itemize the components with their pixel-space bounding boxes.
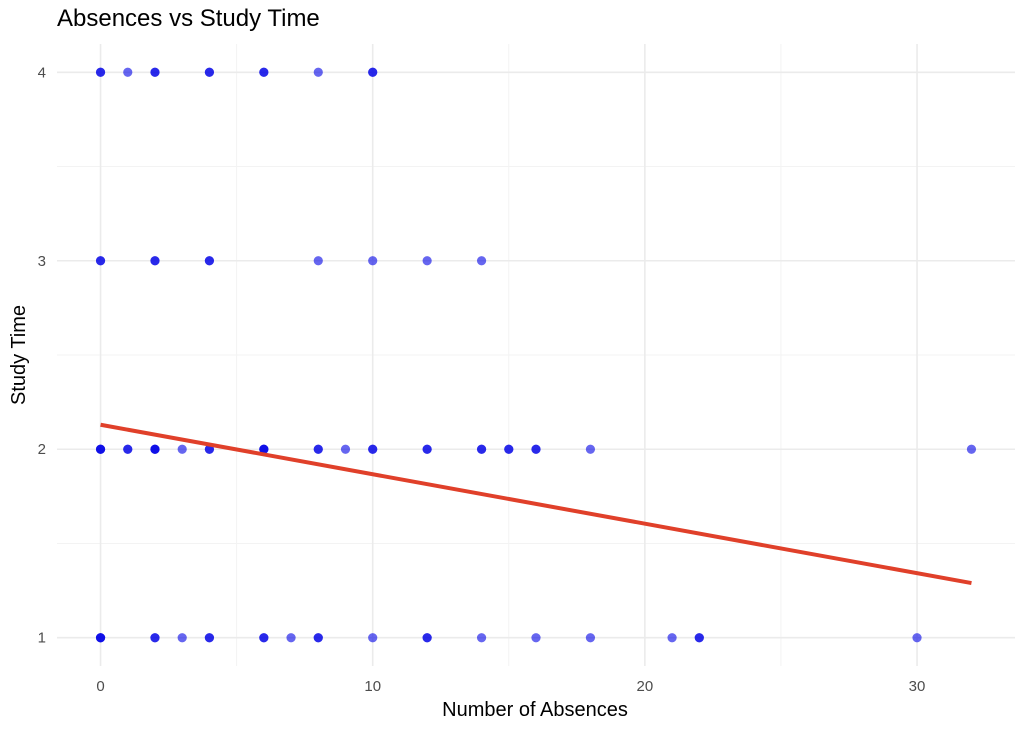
data-point — [313, 633, 323, 643]
data-point — [368, 633, 378, 643]
data-point — [95, 256, 106, 266]
data-point — [259, 444, 269, 454]
x-tick-label: 20 — [637, 678, 654, 695]
data-point — [150, 256, 160, 266]
data-point — [150, 444, 160, 454]
data-points — [95, 67, 977, 643]
data-point — [531, 633, 541, 643]
x-tick-label: 30 — [909, 678, 926, 695]
data-point — [422, 256, 432, 266]
data-point — [504, 444, 514, 454]
trend-line-group — [100, 422, 972, 586]
major-gridlines — [57, 44, 1015, 666]
y-axis-tick-labels: 1 2 3 4 — [38, 64, 46, 646]
data-point — [204, 256, 215, 266]
y-tick-label: 2 — [38, 441, 46, 458]
data-point — [123, 67, 133, 77]
y-tick-label: 4 — [38, 64, 46, 81]
x-axis-tick-labels: 0 10 20 30 — [96, 678, 925, 695]
minor-gridlines — [57, 44, 1015, 666]
data-point — [204, 633, 215, 643]
data-point — [368, 444, 378, 454]
data-point — [476, 444, 487, 454]
data-point — [313, 256, 323, 266]
data-point — [177, 633, 187, 643]
data-point — [667, 633, 677, 643]
data-point — [123, 444, 133, 454]
data-point — [368, 256, 378, 266]
data-point — [259, 633, 269, 643]
data-point — [313, 444, 323, 454]
data-point — [95, 444, 106, 454]
x-tick-label: 0 — [96, 678, 104, 695]
chart-title: Absences vs Study Time — [57, 5, 320, 32]
data-point — [912, 633, 922, 643]
data-point — [531, 444, 541, 454]
data-point — [204, 67, 215, 77]
data-point — [585, 444, 596, 454]
x-axis-title: Number of Absences — [442, 699, 628, 721]
y-axis-title: Study Time — [8, 305, 30, 405]
regression-line — [100, 422, 972, 586]
data-point — [422, 633, 432, 643]
data-point — [95, 633, 106, 643]
data-point — [694, 633, 704, 643]
data-point — [150, 67, 160, 77]
x-tick-label: 10 — [364, 678, 381, 695]
data-point — [476, 633, 487, 643]
data-point — [95, 67, 106, 77]
data-point — [150, 633, 160, 643]
data-point — [422, 444, 432, 454]
data-point — [585, 633, 596, 643]
data-point — [177, 444, 187, 454]
data-point — [340, 444, 351, 454]
data-point — [476, 256, 487, 266]
data-point — [966, 444, 977, 454]
y-tick-label: 1 — [38, 630, 46, 647]
data-point — [368, 67, 378, 77]
y-tick-label: 3 — [38, 253, 46, 270]
data-point — [286, 633, 296, 643]
data-point — [313, 67, 323, 77]
data-point — [259, 67, 269, 77]
